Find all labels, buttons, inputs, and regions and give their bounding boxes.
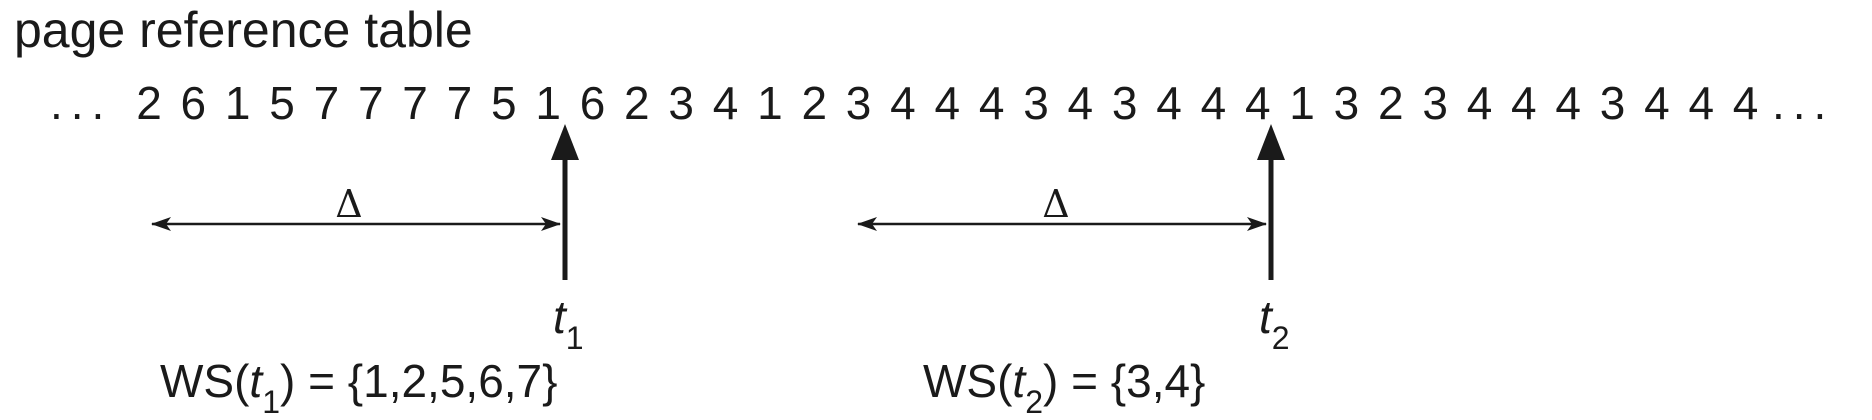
page-reference-6: 7 <box>357 77 384 129</box>
t2-ws-sub: 2 <box>1025 384 1043 420</box>
diagram-title: page reference table <box>14 2 473 58</box>
page-reference-12: 2 <box>624 77 650 129</box>
page-reference-2: 6 <box>180 77 207 129</box>
page-reference-5: 7 <box>313 77 340 129</box>
page-reference-35: 4 <box>1644 77 1670 129</box>
page-reference-23: 3 <box>1111 77 1138 129</box>
t1-pointer-head <box>551 124 579 160</box>
page-reference-17: 3 <box>845 77 872 129</box>
page-reference-21: 3 <box>1023 77 1049 129</box>
page-reference-11: 6 <box>579 77 606 129</box>
t1-label: t1 <box>553 291 584 354</box>
t2-sub: 2 <box>1271 320 1290 356</box>
page-reference-20: 4 <box>978 77 1005 129</box>
page-reference-9: 5 <box>491 77 517 129</box>
t2-ws-suffix: ) = {3,4} <box>1043 355 1206 407</box>
page-reference-18: 4 <box>890 77 916 129</box>
t1-var: t <box>553 291 566 343</box>
page-reference-29: 2 <box>1378 77 1404 129</box>
page-reference-16: 2 <box>801 77 828 129</box>
page-reference-13: 3 <box>668 77 694 129</box>
t2-label: t2 <box>1259 291 1290 354</box>
t1-delta-symbol: Δ <box>335 182 363 226</box>
t1-ws-prefix: WS( <box>160 355 250 407</box>
t1-sub: 1 <box>565 320 584 356</box>
page-reference-25: 4 <box>1200 77 1227 129</box>
page-reference-33: 4 <box>1555 77 1581 129</box>
page-reference-8: 7 <box>446 77 473 129</box>
t1-ws-var: t <box>249 355 263 407</box>
page-reference-32: 4 <box>1511 77 1537 129</box>
page-reference-19: 4 <box>934 77 961 129</box>
page-reference-15: 1 <box>757 77 783 129</box>
page-reference-28: 3 <box>1333 77 1360 129</box>
page-reference-3: 1 <box>224 77 251 129</box>
page-reference-10: 1 <box>535 77 561 129</box>
page-reference-37: 4 <box>1732 77 1759 129</box>
t2-working-set: WS(t2) = {3,4} <box>923 355 1206 418</box>
page-reference-26: 4 <box>1244 77 1271 129</box>
page-reference-14: 4 <box>712 77 739 129</box>
trailing-ellipsis: ... <box>1772 77 1835 129</box>
leading-ellipsis: ... <box>50 77 113 129</box>
t2-pointer-head <box>1257 124 1285 160</box>
page-reference-30: 3 <box>1422 77 1448 129</box>
page-reference-27: 1 <box>1289 77 1315 129</box>
page-reference-22: 4 <box>1067 77 1094 129</box>
t2-delta-symbol: Δ <box>1042 182 1070 226</box>
page-reference-4: 5 <box>269 77 295 129</box>
page-reference-36: 4 <box>1688 77 1715 129</box>
t2-ws-prefix: WS( <box>923 355 1013 407</box>
page-reference-1: 2 <box>136 77 162 129</box>
page-reference-7: 7 <box>402 77 428 129</box>
page-reference-34: 3 <box>1599 77 1626 129</box>
t2-var: t <box>1259 291 1272 343</box>
t1-ws-suffix: ) = {1,2,5,6,7} <box>280 355 558 407</box>
t1-working-set: WS(t1) = {1,2,5,6,7} <box>160 355 558 418</box>
t1-ws-sub: 1 <box>262 384 280 420</box>
t2-ws-var: t <box>1012 355 1026 407</box>
page-reference-24: 4 <box>1156 77 1182 129</box>
page-reference-31: 4 <box>1466 77 1493 129</box>
